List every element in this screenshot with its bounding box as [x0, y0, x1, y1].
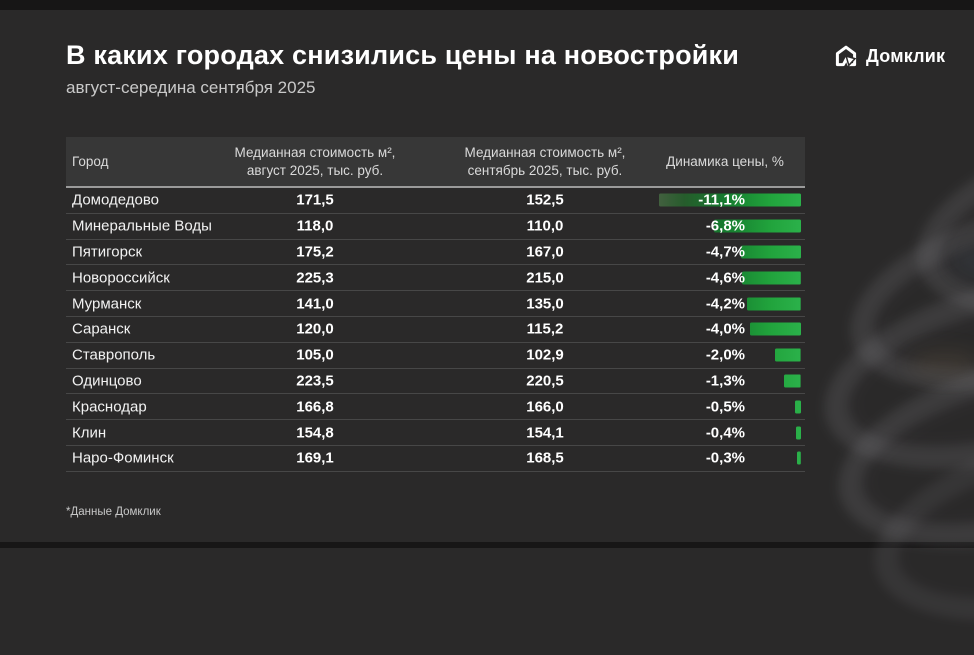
price-change-cell: -6,8%: [705, 217, 745, 235]
brand-logo: Домклик: [834, 44, 945, 68]
header-block: В каких городах снизились цены на новост…: [66, 40, 739, 98]
table-row: Мурманск 141,0 135,0 -4,2%: [66, 291, 805, 317]
table-body: Домодедово 171,5 152,5 -11,1% Минеральны…: [66, 188, 805, 472]
price-table: Город Медианная стоимость м², август 202…: [66, 137, 805, 472]
table-row: Ставрополь 105,0 102,9 -2,0%: [66, 343, 805, 369]
september-price-cell: 152,5: [526, 191, 564, 209]
price-change-bar: [775, 348, 801, 362]
september-price-cell: 166,0: [526, 398, 564, 416]
price-change-bar: [747, 297, 801, 311]
city-cell: Пятигорск: [72, 243, 143, 261]
sphere-ring: [896, 88, 974, 352]
table-row: Краснодар 166,8 166,0 -0,5%: [66, 394, 805, 421]
decorative-sphere-graphic: [804, 88, 974, 655]
price-change-bar: [740, 245, 801, 259]
city-cell: Наро-Фоминск: [72, 449, 174, 467]
price-change-bar: [784, 374, 801, 388]
price-change-cell: -4,6%: [705, 269, 745, 287]
september-price-cell: 168,5: [526, 449, 564, 467]
price-change-bar: [714, 219, 801, 233]
august-price-cell: 225,3: [296, 269, 334, 287]
september-price-cell: 110,0: [526, 217, 564, 235]
august-price-cell: 166,8: [296, 398, 334, 416]
august-price-cell: 118,0: [296, 217, 334, 235]
price-change-cell: -4,7%: [705, 243, 745, 261]
table-row: Пятигорск 175,2 167,0 -4,7%: [66, 240, 805, 266]
city-cell: Ставрополь: [72, 346, 156, 364]
price-change-cell: -0,3%: [705, 449, 745, 467]
price-change-cell: -0,4%: [705, 424, 745, 442]
table-row: Новороссийск 225,3 215,0 -4,6%: [66, 265, 805, 292]
city-cell: Саранск: [72, 320, 131, 338]
sphere-iridescence: [952, 250, 974, 276]
august-price-cell: 120,0: [296, 320, 334, 338]
data-source-footnote: *Данные Домклик: [66, 506, 161, 518]
august-price-cell: 169,1: [296, 449, 334, 467]
price-change-bar: [797, 451, 801, 465]
september-price-cell: 135,0: [526, 295, 564, 313]
august-price-cell: 171,5: [296, 191, 334, 209]
september-price-cell: 215,0: [526, 269, 564, 287]
table-row: Клин 154,8 154,1 -0,4%: [66, 420, 805, 446]
price-change-cell: -1,3%: [705, 372, 745, 390]
city-cell: Клин: [72, 424, 107, 442]
august-price-cell: 105,0: [296, 346, 334, 364]
brand-name: Домклик: [866, 45, 946, 66]
price-change-bar: [742, 271, 801, 285]
price-change-bar: [794, 400, 801, 414]
city-cell: Мурманск: [72, 295, 142, 313]
city-cell: Краснодар: [72, 398, 147, 416]
city-cell: Одинцово: [72, 372, 142, 390]
column-header-september-line2: сентябрь 2025, тыс. руб.: [467, 162, 623, 178]
price-change-cell: -2,0%: [705, 346, 745, 364]
august-price-cell: 141,0: [296, 295, 334, 313]
column-header-dynamics: Динамика цены, %: [666, 153, 784, 169]
sphere-ring: [854, 392, 974, 655]
column-header-august-line1: Медианная стоимость м²,: [234, 144, 396, 160]
page-title: В каких городах снизились цены на новост…: [66, 40, 740, 70]
price-change-cell: -0,5%: [705, 398, 745, 416]
price-change-cell: -4,2%: [705, 295, 745, 313]
table-row: Одинцово 223,5 220,5 -1,3%: [66, 369, 805, 395]
table-row: Минеральные Воды 118,0 110,0 -6,8%: [66, 214, 805, 240]
september-price-cell: 220,5: [526, 372, 564, 390]
september-price-cell: 167,0: [526, 243, 564, 261]
sphere-ring: [830, 162, 974, 426]
september-price-cell: 102,9: [526, 346, 564, 364]
top-border-strip: [0, 0, 974, 10]
september-price-cell: 154,1: [526, 424, 564, 442]
price-change-bar: [795, 426, 801, 440]
august-price-cell: 154,8: [296, 424, 334, 442]
column-header-september: Медианная стоимость м², сентябрь 2025, т…: [465, 144, 626, 180]
august-price-cell: 175,2: [296, 243, 334, 261]
house-logo-icon: [834, 44, 858, 68]
city-cell: Домодедово: [72, 191, 159, 209]
column-header-city: Город: [72, 153, 109, 169]
city-cell: Новороссийск: [72, 269, 170, 287]
table-header-row: Город Медианная стоимость м², август 202…: [66, 137, 805, 188]
bottom-border-strip: [0, 542, 974, 548]
column-header-august: Медианная стоимость м², август 2025, тыс…: [235, 144, 396, 180]
august-price-cell: 223,5: [296, 372, 334, 390]
column-header-august-line2: август 2025, тыс. руб.: [246, 162, 384, 178]
sphere-iridescence: [910, 350, 974, 376]
price-change-bar: [659, 193, 801, 207]
september-price-cell: 115,2: [526, 320, 564, 338]
table-row: Наро-Фоминск 169,1 168,5 -0,3%: [66, 446, 805, 472]
price-change-cell: -11,1%: [698, 191, 745, 209]
table-row: Домодедово 171,5 152,5 -11,1%: [66, 188, 805, 214]
table-row: Саранск 120,0 115,2 -4,0%: [66, 317, 805, 343]
column-header-september-line1: Медианная стоимость м²,: [464, 144, 626, 160]
sphere-ring: [804, 240, 974, 504]
price-change-cell: -4,0%: [705, 320, 745, 338]
city-cell: Минеральные Воды: [72, 217, 212, 235]
price-change-bar: [749, 322, 801, 336]
page-subtitle: август-середина сентября 2025: [66, 78, 316, 97]
